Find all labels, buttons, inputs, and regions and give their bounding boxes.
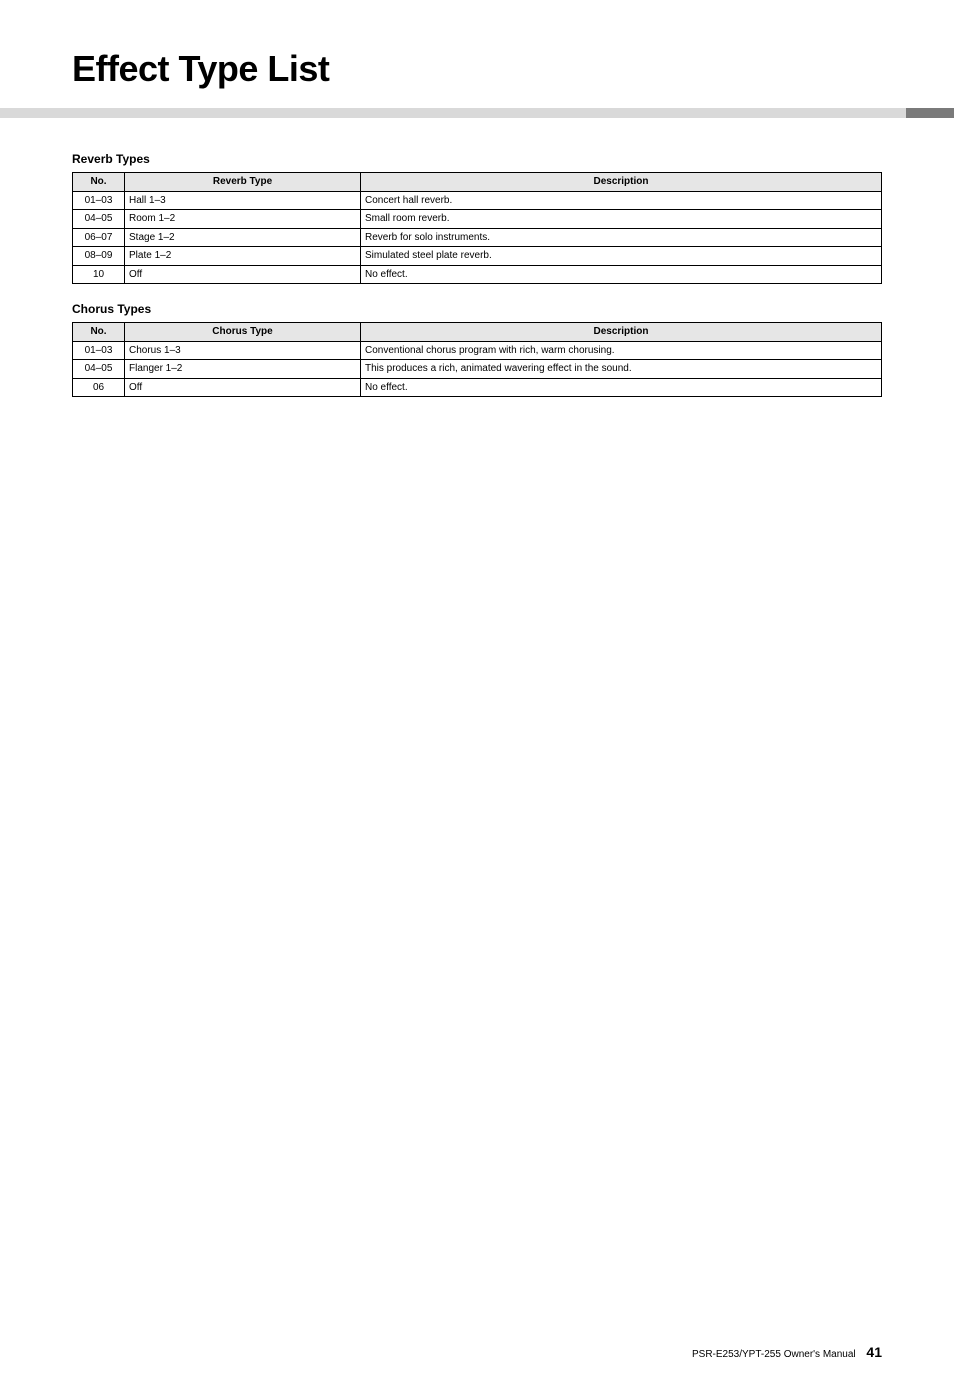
- cell-no: 06: [73, 378, 125, 397]
- col-no: No.: [73, 173, 125, 192]
- reverb-table: No. Reverb Type Description 01–03 Hall 1…: [72, 172, 882, 284]
- page-title: Effect Type List: [72, 48, 954, 90]
- cell-desc: No effect.: [361, 265, 882, 284]
- cell-type: Room 1–2: [125, 210, 361, 229]
- chorus-section: Chorus Types No. Chorus Type Description…: [72, 302, 882, 397]
- cell-desc: Reverb for solo instruments.: [361, 228, 882, 247]
- col-desc: Description: [361, 173, 882, 192]
- footer: PSR-E253/YPT-255 Owner's Manual 41: [692, 1344, 882, 1360]
- reverb-section: Reverb Types No. Reverb Type Description…: [72, 152, 882, 284]
- cell-type: Chorus 1–3: [125, 341, 361, 360]
- col-no: No.: [73, 323, 125, 342]
- cell-desc: Concert hall reverb.: [361, 191, 882, 210]
- col-desc: Description: [361, 323, 882, 342]
- table-row: 10 Off No effect.: [73, 265, 882, 284]
- col-type: Chorus Type: [125, 323, 361, 342]
- cell-type: Flanger 1–2: [125, 360, 361, 379]
- table-row: 01–03 Hall 1–3 Concert hall reverb.: [73, 191, 882, 210]
- cell-type: Off: [125, 265, 361, 284]
- cell-type: Plate 1–2: [125, 247, 361, 266]
- cell-no: 10: [73, 265, 125, 284]
- footer-text: PSR-E253/YPT-255 Owner's Manual: [692, 1349, 856, 1360]
- cell-no: 01–03: [73, 341, 125, 360]
- table-row: 04–05 Flanger 1–2 This produces a rich, …: [73, 360, 882, 379]
- cell-desc: This produces a rich, animated wavering …: [361, 360, 882, 379]
- cell-no: 01–03: [73, 191, 125, 210]
- chorus-heading: Chorus Types: [72, 302, 882, 316]
- table-row: 04–05 Room 1–2 Small room reverb.: [73, 210, 882, 229]
- cell-no: 06–07: [73, 228, 125, 247]
- cell-no: 08–09: [73, 247, 125, 266]
- cell-no: 04–05: [73, 210, 125, 229]
- chorus-table: No. Chorus Type Description 01–03 Chorus…: [72, 322, 882, 397]
- cell-type: Hall 1–3: [125, 191, 361, 210]
- reverb-heading: Reverb Types: [72, 152, 882, 166]
- table-header-row: No. Reverb Type Description: [73, 173, 882, 192]
- content-area: Reverb Types No. Reverb Type Description…: [72, 152, 882, 397]
- header-stripe: [0, 108, 954, 118]
- cell-desc: Conventional chorus program with rich, w…: [361, 341, 882, 360]
- cell-desc: No effect.: [361, 378, 882, 397]
- header-stripe-tab: [906, 108, 954, 118]
- cell-no: 04–05: [73, 360, 125, 379]
- table-row: 01–03 Chorus 1–3 Conventional chorus pro…: [73, 341, 882, 360]
- page-number: 41: [866, 1344, 882, 1360]
- table-row: 06–07 Stage 1–2 Reverb for solo instrume…: [73, 228, 882, 247]
- table-row: 08–09 Plate 1–2 Simulated steel plate re…: [73, 247, 882, 266]
- cell-desc: Small room reverb.: [361, 210, 882, 229]
- table-row: 06 Off No effect.: [73, 378, 882, 397]
- table-header-row: No. Chorus Type Description: [73, 323, 882, 342]
- cell-desc: Simulated steel plate reverb.: [361, 247, 882, 266]
- cell-type: Off: [125, 378, 361, 397]
- cell-type: Stage 1–2: [125, 228, 361, 247]
- col-type: Reverb Type: [125, 173, 361, 192]
- header-stripe-grey: [0, 108, 954, 118]
